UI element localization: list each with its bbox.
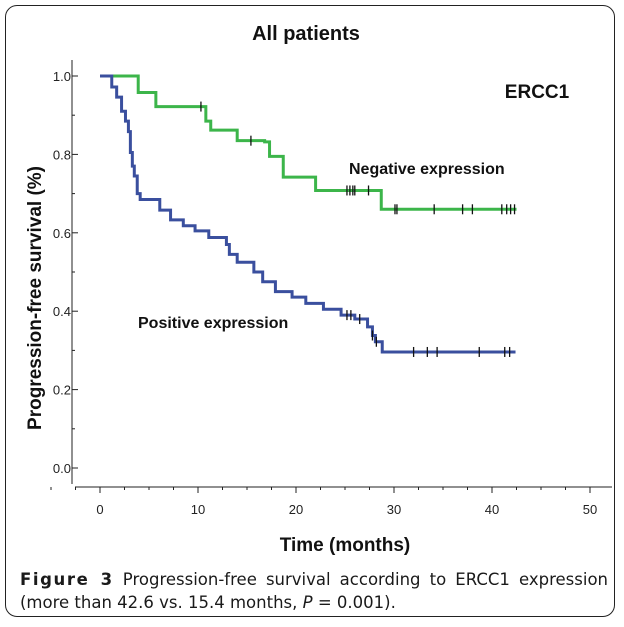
chart-annotation: ERCC1 [505, 82, 570, 103]
y-tick-label: 0.2 [53, 383, 71, 398]
y-tick-label: 1.0 [53, 69, 71, 84]
x-tick-label: 50 [583, 502, 597, 517]
series-negative [100, 74, 517, 215]
series-label-positive: Positive expression [138, 315, 288, 332]
y-tick-label: 0.0 [53, 461, 71, 476]
series-label-negative: Negative expression [349, 161, 505, 178]
chart-title: All patients [252, 23, 360, 45]
y-axis-label: Progression-free survival (%) [25, 166, 46, 430]
caption-text-1: Progression-free survival according to E… [20, 570, 608, 612]
y-tick-label: 0.6 [53, 226, 71, 241]
figure-label: Figure 3 [20, 570, 114, 589]
figure-caption: Figure 3 Progression-free survival accor… [20, 568, 608, 614]
series-layer [100, 74, 517, 357]
survival-curve [100, 74, 517, 211]
survival-curve [100, 74, 516, 354]
x-axis-label: Time (months) [280, 535, 411, 556]
y-tick-label: 0.4 [53, 304, 71, 319]
series-positive [100, 74, 516, 357]
x-tick-label: 0 [96, 502, 103, 517]
x-tick-label: 10 [191, 502, 205, 517]
y-tick-label: 0.8 [53, 147, 71, 162]
p-value-label: P [302, 593, 313, 612]
x-tick-label: 40 [485, 502, 499, 517]
x-tick-label: 20 [289, 502, 303, 517]
x-tick-label: 30 [387, 502, 401, 517]
figure-frame [5, 5, 615, 617]
survival-chart: All patients ERCC1 Progression-free surv… [25, 23, 615, 556]
caption-text-2: = 0.001). [312, 593, 396, 612]
axes: 0.0 0.2 0.4 0.6 0.8 1.0 0 10 20 30 40 50 [50, 60, 615, 517]
